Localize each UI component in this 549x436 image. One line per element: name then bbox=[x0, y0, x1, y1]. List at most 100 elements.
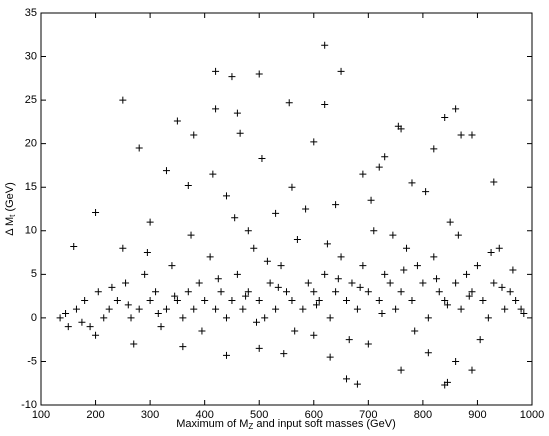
point bbox=[433, 275, 441, 283]
point bbox=[108, 283, 116, 291]
y-tick-label: 10 bbox=[25, 225, 37, 237]
point bbox=[323, 240, 331, 248]
point bbox=[476, 336, 484, 344]
point bbox=[162, 305, 170, 313]
point bbox=[214, 275, 222, 283]
point bbox=[512, 296, 520, 304]
point bbox=[105, 305, 113, 313]
point bbox=[190, 305, 198, 313]
point bbox=[94, 288, 102, 296]
point bbox=[135, 144, 143, 152]
point bbox=[468, 366, 476, 374]
point bbox=[70, 242, 78, 250]
point bbox=[378, 310, 386, 318]
point bbox=[231, 214, 239, 222]
point bbox=[261, 314, 269, 322]
point bbox=[310, 288, 318, 296]
point bbox=[239, 305, 247, 313]
x-tick-label: 300 bbox=[141, 409, 159, 421]
point bbox=[370, 227, 378, 235]
point bbox=[152, 288, 160, 296]
point bbox=[411, 327, 419, 335]
y-tick-label: 30 bbox=[25, 50, 37, 62]
point bbox=[359, 170, 367, 178]
point bbox=[212, 105, 220, 113]
point bbox=[252, 318, 260, 326]
point bbox=[424, 349, 432, 357]
point bbox=[130, 340, 138, 348]
point bbox=[190, 131, 198, 139]
point bbox=[263, 257, 271, 265]
point bbox=[463, 270, 471, 278]
point bbox=[222, 314, 230, 322]
point bbox=[258, 154, 266, 162]
point bbox=[348, 279, 356, 287]
point bbox=[92, 208, 100, 216]
point bbox=[413, 262, 421, 270]
x-tick-label: 1000 bbox=[520, 409, 544, 421]
point bbox=[452, 279, 460, 287]
point bbox=[206, 253, 214, 261]
point bbox=[157, 323, 165, 331]
point bbox=[293, 235, 301, 243]
point bbox=[304, 279, 312, 287]
y-tick-label: 15 bbox=[25, 181, 37, 193]
point bbox=[92, 331, 100, 339]
point bbox=[217, 288, 225, 296]
y-axis-label: Δ Mt (GeV) bbox=[4, 182, 17, 236]
point bbox=[184, 288, 192, 296]
point bbox=[154, 310, 162, 318]
point bbox=[244, 227, 252, 235]
x-tick-label: 800 bbox=[414, 409, 432, 421]
point bbox=[430, 145, 438, 153]
point bbox=[72, 305, 80, 313]
point bbox=[162, 167, 170, 175]
point bbox=[441, 114, 449, 122]
x-tick-label: 200 bbox=[86, 409, 104, 421]
point bbox=[397, 366, 405, 374]
point bbox=[343, 375, 351, 383]
point bbox=[332, 288, 340, 296]
y-tick-label: 5 bbox=[31, 268, 37, 280]
point bbox=[127, 314, 135, 322]
point bbox=[490, 178, 498, 186]
x-tick-label: 500 bbox=[250, 409, 268, 421]
point bbox=[321, 41, 329, 49]
point bbox=[291, 327, 299, 335]
point bbox=[100, 314, 108, 322]
point bbox=[195, 279, 203, 287]
point bbox=[173, 296, 181, 304]
point bbox=[465, 292, 473, 300]
point bbox=[509, 266, 517, 274]
point bbox=[233, 109, 241, 117]
point bbox=[233, 270, 241, 278]
point bbox=[302, 205, 310, 213]
point bbox=[457, 131, 465, 139]
point bbox=[446, 218, 454, 226]
point bbox=[143, 249, 151, 257]
point bbox=[364, 340, 372, 348]
point bbox=[141, 270, 149, 278]
point bbox=[435, 288, 443, 296]
point bbox=[64, 323, 72, 331]
point bbox=[403, 244, 411, 252]
point bbox=[285, 99, 293, 107]
point bbox=[490, 279, 498, 287]
point bbox=[520, 310, 528, 318]
point bbox=[122, 279, 130, 287]
point bbox=[408, 296, 416, 304]
point bbox=[441, 296, 449, 304]
point bbox=[443, 301, 451, 309]
point bbox=[212, 305, 220, 313]
point bbox=[389, 231, 397, 239]
y-tick-label: 20 bbox=[25, 138, 37, 150]
point bbox=[198, 327, 206, 335]
x-tick-label: 100 bbox=[32, 409, 50, 421]
point bbox=[343, 296, 351, 304]
point bbox=[457, 305, 465, 313]
point bbox=[228, 296, 236, 304]
y-tick-label: 25 bbox=[25, 94, 37, 106]
point bbox=[187, 231, 195, 239]
point bbox=[364, 288, 372, 296]
point bbox=[274, 283, 282, 291]
